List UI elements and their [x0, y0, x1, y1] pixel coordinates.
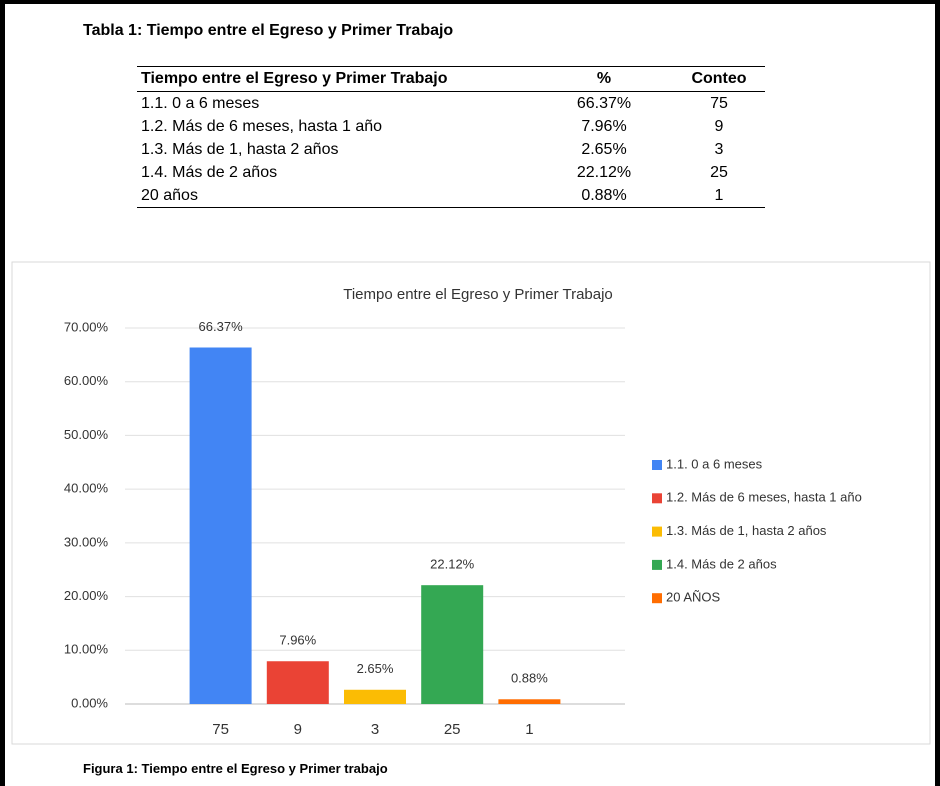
- y-tick-label: 60.00%: [64, 373, 109, 388]
- data-label: 0.88%: [511, 671, 548, 686]
- legend-label: 20 AÑOS: [666, 590, 721, 605]
- y-tick-label: 40.00%: [64, 481, 109, 496]
- table-cell: 20 años: [137, 184, 535, 208]
- y-tick-label: 20.00%: [64, 588, 109, 603]
- bar: [498, 699, 561, 704]
- x-tick-label: 9: [294, 721, 302, 738]
- table-cell: 7.96%: [581, 117, 627, 135]
- table-body: 1.1. 0 a 6 meses 66.37% 75 1.2. Más de 6 me…: [137, 92, 765, 208]
- legend-label: 1.3. Más de 1, hasta 2 años: [666, 523, 827, 538]
- table-caption: Tabla 1: Tiempo entre el Egreso y Primer…: [83, 22, 454, 39]
- x-tick-label: 3: [371, 721, 379, 738]
- header-cell: Conteo: [673, 66, 765, 92]
- chart-title: Tiempo entre el Egreso y Primer Trabajo: [343, 286, 613, 303]
- table-row: 1.3. Más de 1, hasta 2 años 2.65% 3: [137, 138, 765, 161]
- y-tick-label: 70.00%: [64, 319, 109, 334]
- legend-label: 1.1. 0 a 6 meses: [666, 456, 763, 471]
- legend-swatch: [652, 460, 662, 470]
- data-label: 7.96%: [279, 633, 316, 648]
- table-cell: 0.88%: [535, 184, 673, 208]
- header-row: Tiempo entre el Egreso y Primer Trabajo%…: [137, 66, 765, 92]
- y-tick-label: 0.00%: [71, 695, 108, 710]
- y-tick-label: 30.00%: [64, 534, 109, 549]
- legend-swatch: [652, 593, 662, 604]
- table-cell: 75: [710, 94, 728, 112]
- x-tick-label: 75: [212, 721, 229, 738]
- data-label: 22.12%: [430, 557, 475, 572]
- data-table: Tiempo entre el Egreso y Primer Trabajo%…: [137, 66, 765, 208]
- x-tick-label: 25: [444, 721, 461, 738]
- table-cell: 1.1. 0 a 6 meses: [141, 94, 260, 112]
- x-tick-label: 1: [525, 721, 533, 738]
- data-label: 66.37%: [199, 319, 244, 334]
- table-cell: 22.12%: [576, 163, 632, 181]
- bar: [344, 689, 406, 704]
- table-row: 1.2. Más de 6 meses, hasta 1 año 7.96% 9: [137, 115, 765, 138]
- y-tick-label: 50.00%: [64, 427, 109, 442]
- table-cell: 1.2. Más de 6 meses, hasta 1 año: [141, 117, 383, 135]
- table-cell: 3: [714, 140, 724, 158]
- table-cell: 1.3. Más de 1, hasta 2 años: [141, 140, 339, 158]
- data-label: 2.65%: [357, 661, 394, 676]
- header-cell: Tiempo entre el Egreso y Primer Trabajo: [137, 66, 535, 92]
- legend-label: 1.4. Más de 2 años: [666, 556, 777, 571]
- bar: [421, 585, 484, 704]
- table-row: 1.4. Más de 2 años 22.12% 25: [137, 161, 765, 184]
- table-cell: 9: [714, 117, 724, 135]
- table-cell: 25: [710, 163, 728, 181]
- table-cell: 2.65%: [581, 140, 627, 158]
- header-cell: %: [535, 66, 673, 92]
- legend-swatch: [652, 559, 662, 570]
- bar: [266, 661, 329, 704]
- bar: [189, 347, 252, 704]
- table-row: 20 años 0.88% 1: [137, 184, 765, 208]
- table-cell: 1: [673, 184, 765, 208]
- table-cell: 66.37%: [576, 94, 632, 112]
- table-cell: 1.4. Más de 2 años: [141, 163, 278, 181]
- legend-label: 1.2. Más de 6 meses, hasta 1 año: [666, 490, 862, 505]
- table-row: 1.1. 0 a 6 meses 66.37% 75: [137, 92, 765, 116]
- figure-caption: Figura 1: Tiempo entre el Egreso y Prime…: [83, 761, 388, 776]
- legend-swatch: [652, 526, 662, 537]
- legend-swatch: [652, 493, 662, 504]
- y-tick-label: 10.00%: [64, 642, 109, 657]
